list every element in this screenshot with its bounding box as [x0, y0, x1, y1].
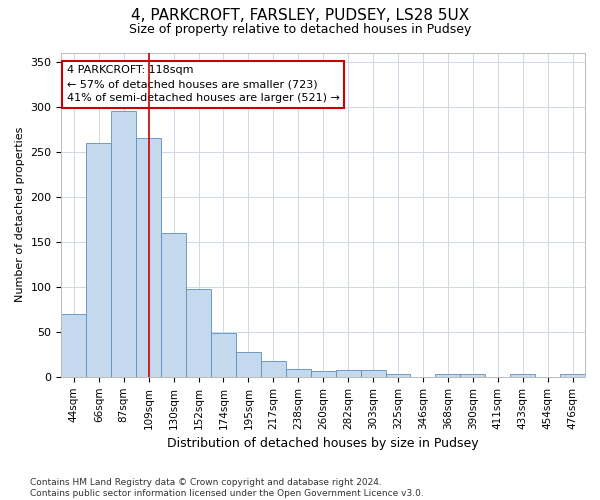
Bar [460, 374, 485, 377]
Bar [510, 374, 535, 377]
Bar [436, 374, 460, 377]
Text: 4 PARKCROFT: 118sqm
← 57% of detached houses are smaller (723)
41% of semi-detac: 4 PARKCROFT: 118sqm ← 57% of detached ho… [67, 66, 340, 104]
Bar [311, 372, 335, 377]
Bar [261, 360, 286, 377]
Text: 4, PARKCROFT, FARSLEY, PUDSEY, LS28 5UX: 4, PARKCROFT, FARSLEY, PUDSEY, LS28 5UX [131, 8, 469, 22]
Bar [186, 288, 211, 377]
Bar [211, 332, 236, 377]
Bar [560, 374, 585, 377]
Bar [161, 232, 186, 377]
Bar [236, 352, 261, 377]
Bar [361, 370, 386, 377]
Bar [136, 138, 161, 377]
Y-axis label: Number of detached properties: Number of detached properties [15, 127, 25, 302]
Bar [335, 370, 361, 377]
X-axis label: Distribution of detached houses by size in Pudsey: Distribution of detached houses by size … [167, 437, 479, 450]
Bar [286, 368, 311, 377]
Bar [386, 374, 410, 377]
Text: Contains HM Land Registry data © Crown copyright and database right 2024.
Contai: Contains HM Land Registry data © Crown c… [30, 478, 424, 498]
Bar [111, 111, 136, 377]
Bar [61, 314, 86, 377]
Text: Size of property relative to detached houses in Pudsey: Size of property relative to detached ho… [129, 22, 471, 36]
Bar [86, 142, 111, 377]
